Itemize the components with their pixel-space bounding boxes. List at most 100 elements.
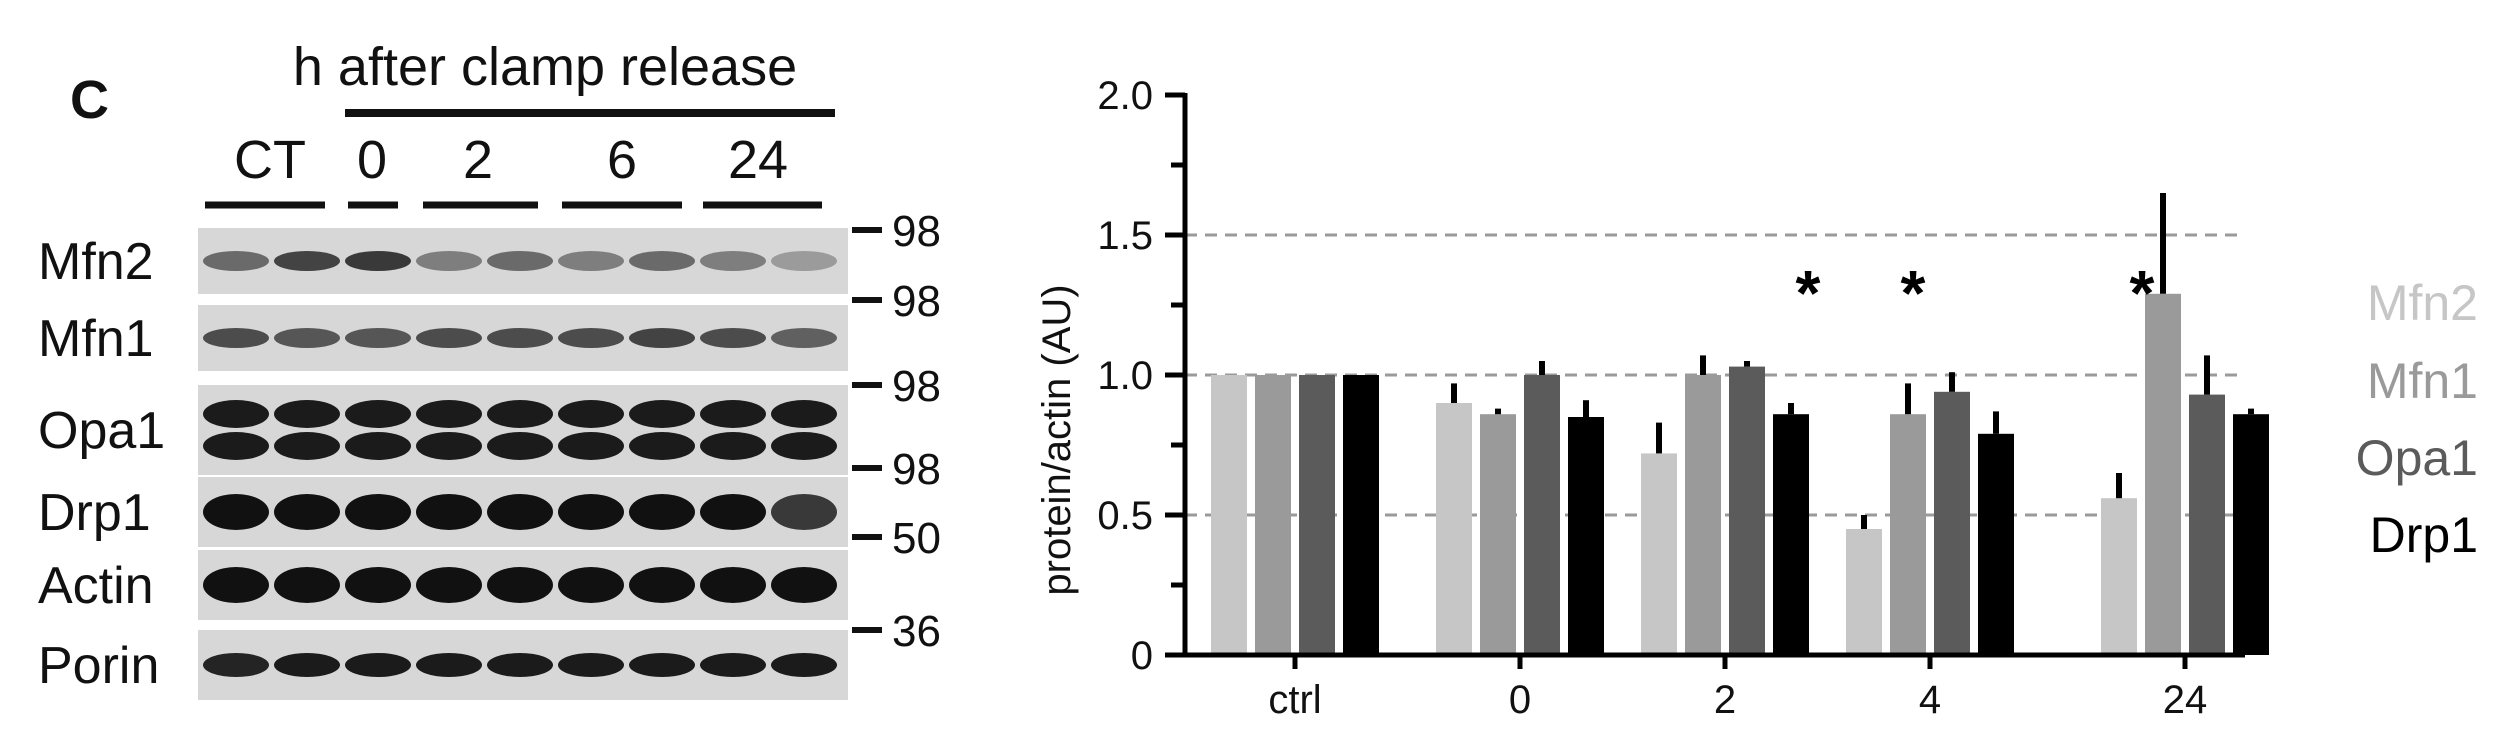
mw-marker-label: 98 — [892, 277, 941, 326]
blot-band — [771, 653, 837, 677]
blot-band — [487, 328, 553, 348]
bar-series — [1211, 293, 2269, 655]
blot-band — [629, 567, 695, 603]
bar-mfn1-ctrl — [1255, 375, 1291, 655]
blot-band — [771, 251, 837, 271]
significance-marks: * * * — [1796, 257, 2155, 329]
western-blot: h after clamp release CT 0 2 6 24 Mfn2 98 Mfn1… — [38, 37, 941, 700]
bar-mfn1-2 — [1685, 375, 1721, 655]
blot-group-label: 2 — [463, 130, 493, 190]
legend-entry-opa1: Opa1 — [2356, 430, 2478, 486]
blot-band — [416, 653, 482, 677]
mw-marker-label: 98 — [892, 445, 941, 494]
bar-mfn1-24 — [2145, 293, 2181, 655]
blot-band — [629, 400, 695, 428]
blot-band — [416, 251, 482, 271]
blot-band — [771, 567, 837, 603]
blot-band — [558, 251, 624, 271]
bar-mfn2-24 — [2101, 498, 2137, 655]
blot-group-label: 6 — [607, 130, 637, 190]
blot-group-label: 24 — [728, 130, 788, 190]
blot-row-label: Opa1 — [38, 402, 165, 460]
blot-band — [487, 567, 553, 603]
blot-band — [487, 432, 553, 460]
blot-band — [274, 251, 340, 271]
bar-mfn2-4 — [1846, 529, 1882, 655]
blot-band — [203, 567, 269, 603]
blot-band — [203, 494, 269, 530]
blot-group-labels: CT 0 2 6 24 — [205, 130, 822, 209]
blot-band — [629, 251, 695, 271]
x-tick-label: 24 — [2163, 678, 2208, 722]
blot-band — [771, 328, 837, 348]
blot-band — [345, 400, 411, 428]
bar-drp1-ctrl — [1343, 375, 1379, 655]
blot-band — [487, 494, 553, 530]
bar-mfn1-4 — [1890, 414, 1926, 655]
blot-band — [487, 653, 553, 677]
blot-band — [203, 328, 269, 348]
error-bars — [1451, 193, 2254, 529]
bar-drp1-4 — [1978, 433, 2014, 655]
blot-band — [416, 328, 482, 348]
blot-band — [203, 653, 269, 677]
significance-asterisk: * — [1901, 257, 1926, 329]
blot-band — [416, 494, 482, 530]
x-axis: ctrl 0 2 4 24 — [1183, 652, 2245, 722]
blot-band — [629, 328, 695, 348]
x-tick-label: 0 — [1509, 678, 1531, 722]
bar-chart: 00.51.01.52.0 ctrl 0 2 4 24 protein/actin (A… — [1035, 74, 2478, 722]
blot-band — [345, 653, 411, 677]
blot-band — [345, 567, 411, 603]
panel-label: C — [70, 70, 109, 130]
blot-band — [629, 432, 695, 460]
blot-band — [558, 653, 624, 677]
blot-band — [274, 494, 340, 530]
blot-band — [203, 251, 269, 271]
blot-row-label: Mfn1 — [38, 310, 154, 368]
legend: Mfn2 Mfn1 Opa1 Drp1 — [2356, 275, 2478, 563]
blot-row-label: Mfn2 — [38, 233, 154, 291]
blot-band — [771, 400, 837, 428]
significance-asterisk: * — [1796, 257, 1821, 329]
blot-band — [416, 400, 482, 428]
bar-drp1-24 — [2233, 414, 2269, 655]
bar-opa1-24 — [2189, 394, 2225, 655]
blot-band — [629, 494, 695, 530]
bar-opa1-4 — [1934, 391, 1970, 655]
legend-entry-mfn1: Mfn1 — [2367, 353, 2478, 409]
bar-opa1-ctrl — [1299, 375, 1335, 655]
blot-band — [558, 432, 624, 460]
blot-band — [274, 653, 340, 677]
bar-opa1-2 — [1729, 366, 1765, 655]
blot-band — [558, 328, 624, 348]
blot-band — [700, 328, 766, 348]
blot-band — [416, 432, 482, 460]
blot-band — [487, 251, 553, 271]
blot-band — [629, 653, 695, 677]
blot-band — [700, 653, 766, 677]
legend-entry-mfn2: Mfn2 — [2367, 275, 2478, 331]
y-axis-label: protein/actin (AU) — [1035, 284, 1079, 595]
blot-band — [487, 400, 553, 428]
blot-band — [558, 400, 624, 428]
blot-band — [203, 432, 269, 460]
legend-entry-drp1: Drp1 — [2370, 507, 2478, 563]
mw-marker-label: 98 — [892, 207, 941, 256]
blot-band — [345, 432, 411, 460]
blot-band — [700, 251, 766, 271]
blot-row-label: Drp1 — [38, 484, 151, 542]
mw-marker-label: 98 — [892, 362, 941, 411]
blot-band — [345, 328, 411, 348]
blot-band — [700, 567, 766, 603]
blot-band — [558, 494, 624, 530]
blot-band — [274, 432, 340, 460]
bar-mfn1-0 — [1480, 414, 1516, 655]
x-tick-label: 4 — [1919, 678, 1941, 722]
blot-band — [771, 494, 837, 530]
blot-band — [203, 400, 269, 428]
blot-strip — [198, 385, 848, 475]
bar-drp1-0 — [1568, 417, 1604, 655]
blot-rows: Mfn2 98 Mfn1 98 Opa1 98 Drp1 98 Actin 50 Porin 36 — [38, 207, 941, 700]
blot-band — [700, 494, 766, 530]
